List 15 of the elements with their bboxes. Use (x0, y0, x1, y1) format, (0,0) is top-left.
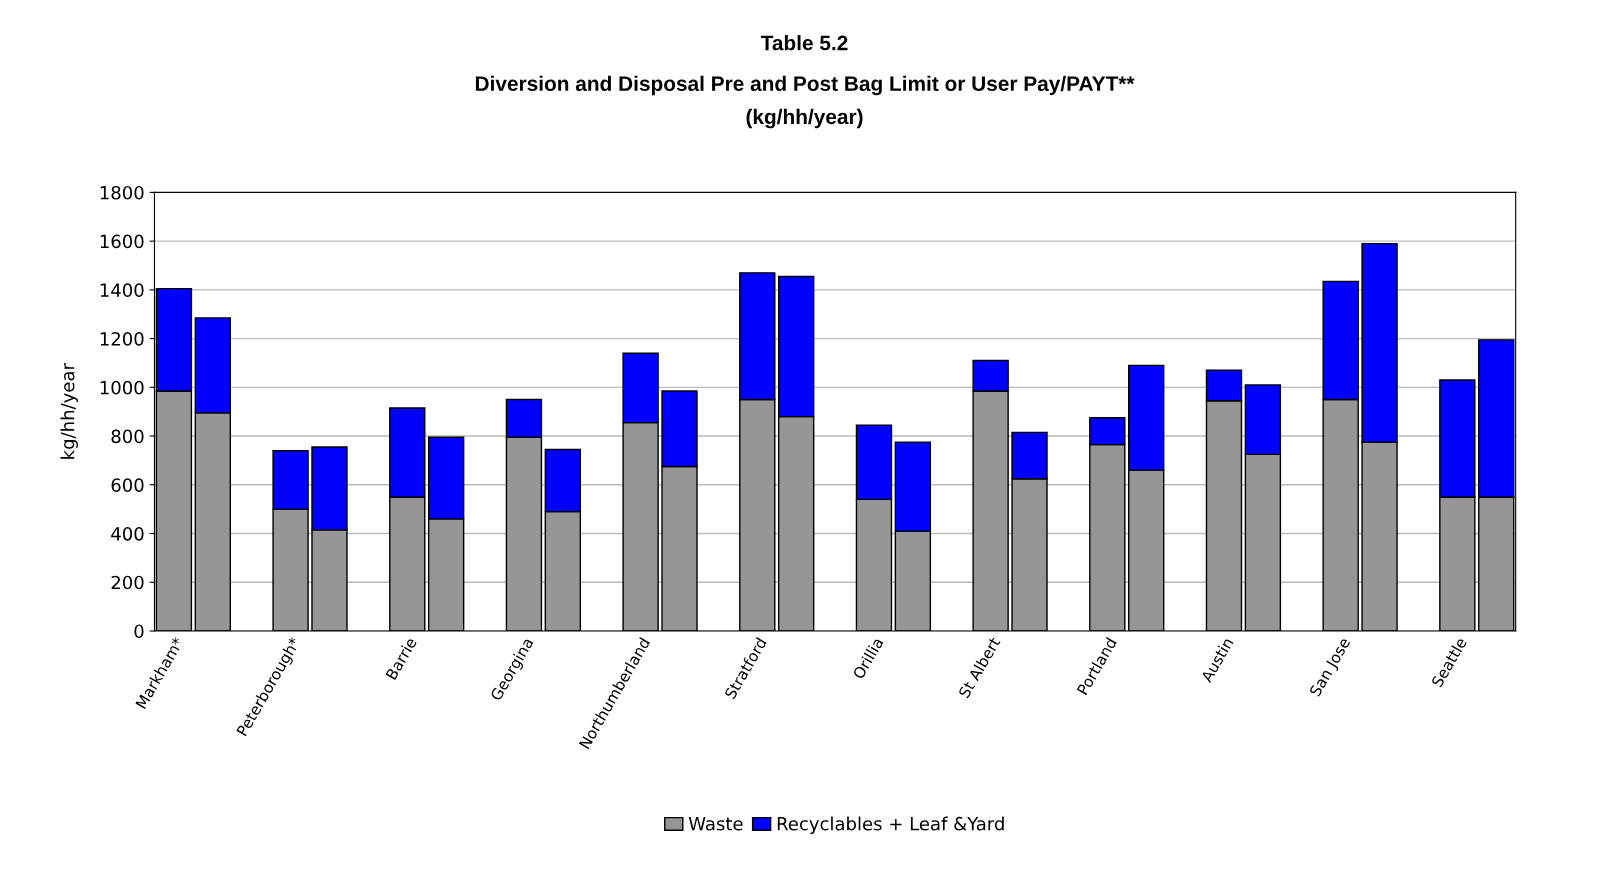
y-tick-label: 200 (111, 575, 144, 590)
y-axis-title: kg/hh/year (60, 363, 78, 459)
legend-label: Recyclables + Leaf &Yard (777, 816, 1004, 834)
chart-subtitle: Diversion and Disposal Pre and Post Bag Limit or User Pay/PAYT** (kg/hh/year) (475, 75, 1135, 129)
y-tick-label: 800 (111, 429, 144, 444)
y-tick-label: 0 (134, 624, 144, 639)
y-tick-label: 1200 (100, 332, 144, 346)
y-tick-label: 600 (111, 478, 144, 492)
y-tick-label: 1800 (100, 185, 144, 200)
chart-title: Table 5.2 (760, 35, 848, 51)
y-tick-label: 1000 (100, 380, 144, 395)
y-tick-label: 1400 (100, 283, 144, 297)
y-tick-label: 1600 (100, 234, 144, 249)
legend-label: Waste (688, 817, 743, 831)
y-tick-label: 400 (111, 526, 144, 541)
